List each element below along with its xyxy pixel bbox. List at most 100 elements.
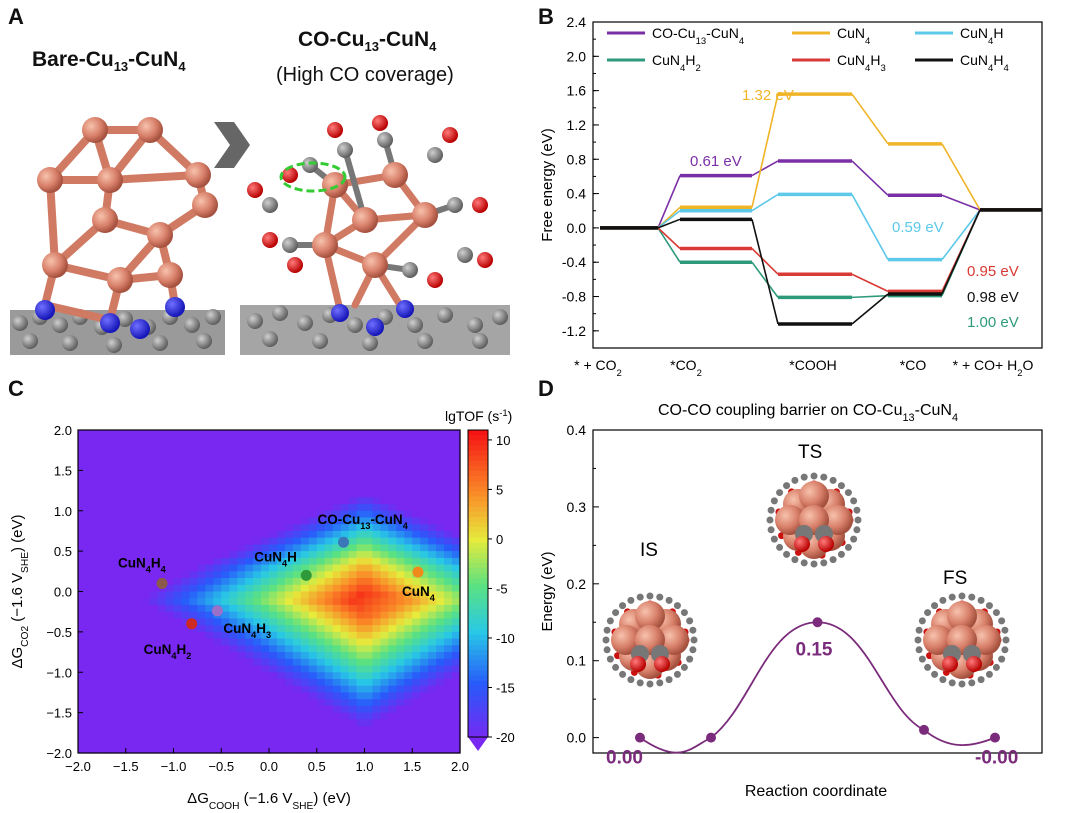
heatmap-cell <box>101 739 111 747</box>
heatmap-cell <box>125 436 135 445</box>
heatmap-cell <box>340 658 350 667</box>
heatmap-cell <box>117 591 127 599</box>
heatmap-cell <box>109 732 119 741</box>
y-tick-label: 0.8 <box>567 151 587 167</box>
heatmap-cell <box>269 625 278 633</box>
heatmap-cell <box>324 699 334 707</box>
heatmap-cell <box>78 685 87 694</box>
heatmap-cell <box>372 517 382 525</box>
x-category-label: *CO2 <box>670 357 702 379</box>
heatmap-cell <box>141 564 151 572</box>
heatmap-cell <box>181 551 191 559</box>
heatmap-cell <box>133 564 143 572</box>
heatmap-cell <box>85 631 95 640</box>
support-atom <box>939 596 947 604</box>
heatmap-cell <box>380 477 389 485</box>
heatmap-cell <box>380 638 389 646</box>
heatmap-cell <box>173 726 183 734</box>
heatmap-cell <box>125 510 135 519</box>
heatmap-cell <box>125 598 135 606</box>
heatmap-cell <box>221 450 230 458</box>
heatmap-cell <box>356 456 366 465</box>
heatmap-cell <box>149 611 159 620</box>
heatmap-cell <box>340 732 350 741</box>
heatmap-cell <box>452 430 461 438</box>
heatmap-cell <box>149 551 159 559</box>
heatmap-cell <box>452 746 461 754</box>
heatmap-cell <box>436 524 445 532</box>
heatmap-cell <box>420 652 429 660</box>
heatmap-cell <box>93 551 103 559</box>
heatmap-cell <box>237 571 246 579</box>
support-atom <box>627 676 635 684</box>
heatmap-cell <box>165 665 175 673</box>
heatmap-cell <box>78 705 87 714</box>
oxygen-atom <box>966 656 982 672</box>
heatmap-cell <box>308 658 318 667</box>
support-atom <box>931 670 939 678</box>
heatmap-cell <box>173 665 183 673</box>
heatmap-cell <box>229 510 238 519</box>
heatmap-cell <box>300 517 310 525</box>
cu-atom <box>611 625 641 655</box>
support-atom <box>619 670 627 678</box>
heatmap-cell <box>276 611 286 620</box>
heatmap-cell <box>189 658 198 667</box>
heatmap-cell <box>245 652 254 660</box>
co-covered-cluster-illustration <box>240 115 510 355</box>
heatmap-cell <box>133 463 143 471</box>
heatmap-cell <box>276 705 286 714</box>
heatmap-cell <box>292 652 302 660</box>
heatmap-cell <box>237 456 246 465</box>
heatmap-cell <box>205 611 214 620</box>
heatmap-cell <box>412 530 421 539</box>
heatmap-cell <box>237 631 246 640</box>
heatmap-cell <box>372 477 382 485</box>
heatmap-cell <box>157 430 167 438</box>
heatmap-cell <box>324 463 334 471</box>
heatmap-cell <box>444 739 453 747</box>
heatmap-cell <box>308 483 318 492</box>
heatmap-cell <box>157 497 167 505</box>
colorbar-segment <box>468 501 488 508</box>
heatmap-cell <box>340 598 350 606</box>
heatmap-cell <box>428 530 437 539</box>
support-atom <box>820 473 828 481</box>
heatmap-cell <box>348 463 358 471</box>
heatmap-cell <box>292 631 302 640</box>
heatmap-cell <box>237 638 246 646</box>
transition-line <box>657 210 681 229</box>
heatmap-cell <box>245 678 254 687</box>
heatmap-cell <box>372 463 382 471</box>
panel-a-subtitle-right: (High CO coverage) <box>276 64 454 86</box>
heatmap-cell <box>420 719 429 727</box>
heatmap-cell <box>316 685 326 694</box>
heatmap-cell <box>269 584 278 593</box>
heatmap-cell <box>173 571 183 579</box>
heatmap-cell <box>396 530 405 539</box>
heatmap-cell <box>245 638 254 646</box>
heatmap-cell <box>364 443 374 451</box>
heatmap-cell <box>436 712 445 720</box>
heatmap-cell <box>221 611 230 620</box>
heatmap-cell <box>276 591 286 599</box>
heatmap-cell <box>245 530 254 539</box>
heatmap-cell <box>197 598 206 606</box>
heatmap-cell <box>141 739 151 747</box>
heatmap-cell <box>245 504 254 512</box>
heatmap-cell <box>436 571 445 579</box>
heatmap-cell <box>420 551 429 559</box>
heatmap-cell <box>324 470 334 478</box>
heatmap-cell <box>444 430 453 438</box>
heatmap-cell <box>78 463 87 471</box>
heatmap-cell <box>101 463 111 471</box>
heatmap-cell <box>276 631 286 640</box>
heatmap-cell <box>109 497 119 505</box>
heatmap-cell <box>229 504 238 512</box>
heatmap-cell <box>117 530 127 539</box>
heatmap-cell <box>149 678 159 687</box>
heatmap-cell <box>404 726 413 734</box>
heatmap-cell <box>117 625 127 633</box>
colorbar-segment <box>468 598 488 605</box>
heatmap-cell <box>85 746 95 754</box>
